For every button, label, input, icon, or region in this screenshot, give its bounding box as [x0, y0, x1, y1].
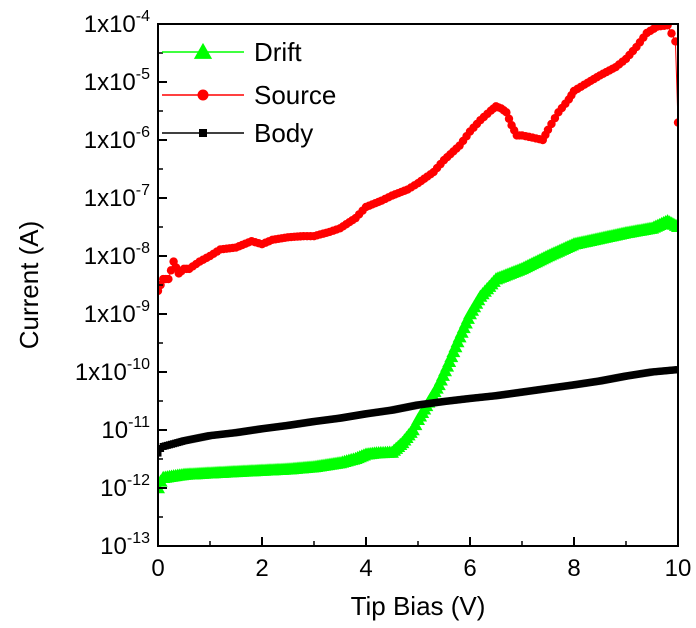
- y-tick-label-2: 10-11: [101, 414, 150, 444]
- y-tick-exp-4: -9: [136, 298, 150, 315]
- y-tick-label-0: 10-13: [100, 530, 150, 560]
- y-tick-exp-5: -8: [136, 240, 150, 257]
- legend-label-source: Source: [254, 80, 336, 110]
- legend: Drift Source Body: [162, 37, 336, 148]
- x-tick-label-3: 6: [463, 555, 476, 582]
- series-line-drift: [158, 220, 678, 489]
- data-point-source-110: [502, 108, 511, 117]
- legend-marker-body: [199, 129, 207, 137]
- x-tick-label-0: 0: [151, 555, 164, 582]
- data-point-body-0: [158, 449, 162, 457]
- x-tick-label-4: 8: [567, 555, 580, 582]
- y-tick-exp-6: -7: [136, 182, 150, 199]
- y-tick-base-8: 1x10: [84, 69, 136, 96]
- y-tick-exp-0: -13: [127, 530, 150, 547]
- y-axis-title: Current (A): [14, 221, 44, 350]
- x-tick-label-5: 10: [665, 555, 692, 582]
- y-tick-label-8: 1x10-5: [84, 66, 150, 96]
- y-tick-base-5: 1x10: [84, 243, 136, 270]
- legend-label-body: Body: [254, 118, 313, 148]
- series-body: [158, 366, 678, 457]
- y-tick-base-9: 1x10: [84, 11, 136, 38]
- x-tick-label-2: 4: [359, 555, 372, 582]
- y-tick-label-9: 1x10-4: [84, 8, 150, 38]
- x-axis-title: Tip Bias (V): [351, 591, 486, 621]
- y-tick-label-1: 10-12: [100, 472, 150, 502]
- legend-marker-drift: [193, 42, 213, 59]
- y-tick-label-3: 1x10-10: [75, 356, 150, 386]
- data-point-body-259: [674, 366, 678, 374]
- data-point-source-4: [164, 274, 173, 284]
- legend-label-drift: Drift: [254, 37, 302, 67]
- data-point-source-162: [671, 37, 678, 46]
- ticks-layer: [157, 23, 679, 547]
- legend-marker-source: [197, 89, 209, 101]
- y-tick-exp-3: -10: [127, 356, 150, 373]
- y-tick-exp-7: -6: [136, 124, 150, 141]
- y-tick-base-3: 1x10: [75, 359, 127, 386]
- tick-labels-layer: 0 2 4 6 8 1010-1310-1210-111x10-101x10-91x10-…: [75, 8, 692, 582]
- y-tick-base-6: 1x10: [84, 185, 136, 212]
- legend-entry-drift: Drift: [162, 37, 302, 67]
- y-tick-base-1: 10: [100, 475, 127, 502]
- y-tick-base-7: 1x10: [84, 127, 136, 154]
- y-tick-label-6: 1x10-7: [84, 182, 150, 212]
- y-tick-exp-1: -12: [127, 472, 150, 489]
- legend-entry-source: Source: [162, 80, 336, 110]
- series-source: [158, 24, 678, 296]
- data-point-source-163: [673, 118, 678, 127]
- y-tick-exp-9: -4: [136, 8, 150, 25]
- data-point-drift-254: [671, 219, 678, 232]
- y-tick-label-4: 1x10-9: [84, 298, 150, 328]
- legend-entry-body: Body: [162, 118, 313, 148]
- y-tick-base-0: 10: [100, 533, 127, 560]
- data-point-source-111: [504, 114, 514, 123]
- y-tick-exp-2: -11: [128, 414, 150, 431]
- data-point-source-160: [663, 24, 672, 30]
- series-drift: [158, 214, 678, 494]
- x-tick-label-1: 2: [255, 555, 268, 582]
- series-layer: [158, 24, 678, 494]
- y-tick-exp-8: -5: [136, 66, 150, 83]
- data-point-source-161: [667, 29, 676, 38]
- y-tick-label-7: 1x10-6: [84, 124, 150, 154]
- y-tick-label-5: 1x10-8: [84, 240, 150, 270]
- y-tick-base-2: 10: [101, 417, 128, 444]
- y-tick-base-4: 1x10: [84, 301, 136, 328]
